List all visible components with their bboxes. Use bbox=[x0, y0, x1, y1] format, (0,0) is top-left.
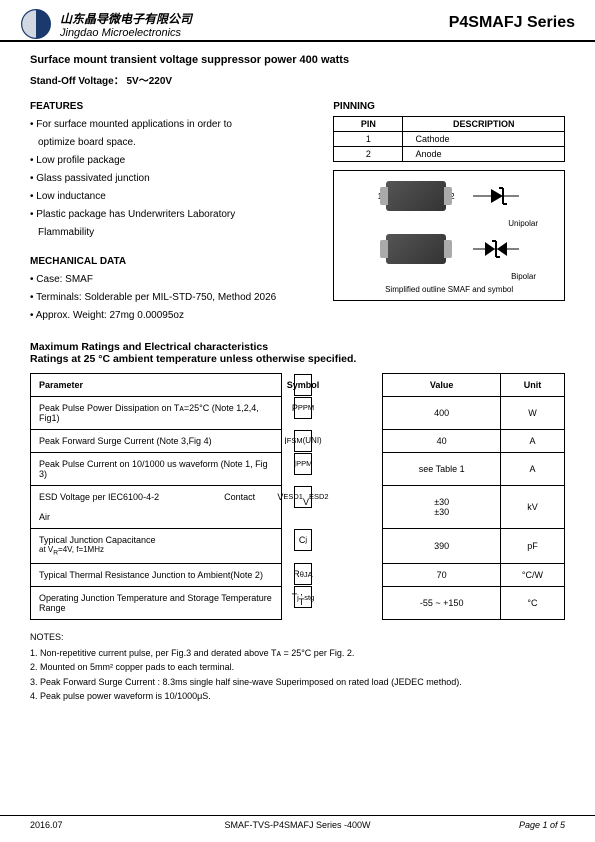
note-item: 4. Peak pulse power waveform is 10/1000μ… bbox=[30, 689, 565, 703]
company-block: 山东晶导微电子有限公司 Jingdao Microelectronics bbox=[60, 10, 449, 39]
company-name-en: Jingdao Microelectronics bbox=[60, 27, 449, 39]
col-value: Value bbox=[383, 374, 500, 397]
table-row: Peak Pulse Current on 10/1000 us wavefor… bbox=[31, 453, 565, 486]
company-name-cn: 山东晶导微电子有限公司 bbox=[60, 10, 449, 27]
pinning-col-desc: DESCRIPTION bbox=[403, 117, 565, 132]
mechanical-heading: MECHANICAL DATA bbox=[30, 256, 313, 267]
note-item: 2. Mounted on 5mm² copper pads to each t… bbox=[30, 660, 565, 674]
ratings-heading2: Ratings at 25 °C ambient temperature unl… bbox=[30, 353, 565, 365]
notes-heading: NOTES: bbox=[30, 630, 565, 644]
list-item: Low inductance bbox=[30, 188, 313, 206]
features-heading: FEATURES bbox=[30, 101, 313, 112]
diagram-caption: Simplified outline SMAF and symbol bbox=[342, 285, 556, 294]
ratings-heading1: Maximum Ratings and Electrical character… bbox=[30, 341, 565, 353]
pinning-heading: PINNING bbox=[333, 101, 565, 112]
product-series: P4SMAFJ Series bbox=[449, 14, 575, 34]
list-item: Approx. Weight: 27mg 0.00095oz bbox=[30, 307, 313, 325]
subtitle: Stand-Off Voltage： 5V～220V bbox=[30, 72, 565, 87]
list-item: Low profile package bbox=[30, 152, 313, 170]
table-row: Operating Junction Temperature and Stora… bbox=[31, 586, 565, 619]
table-row: Typical Thermal Resistance Junction to A… bbox=[31, 563, 565, 586]
notes-section: NOTES: 1. Non-repetitive current pulse, … bbox=[30, 630, 565, 704]
col-symbol: Symbol bbox=[294, 374, 312, 396]
table-row: 1 Cathode bbox=[334, 132, 565, 147]
table-row: Typical Junction Capacitanceat VR=4V, f=… bbox=[31, 529, 565, 564]
mechanical-list: Case: SMAFTerminals: Solderable per MIL-… bbox=[30, 271, 313, 325]
list-item: Plastic package has Underwriters Laborat… bbox=[30, 206, 313, 224]
list-item: Terminals: Solderable per MIL-STD-750, M… bbox=[30, 289, 313, 307]
table-row: ESD Voltage per IEC6100-4-2 Contact Air … bbox=[31, 486, 565, 529]
pinning-col-pin: PIN bbox=[334, 117, 403, 132]
smaf-package-icon bbox=[386, 234, 446, 264]
ratings-table: Parameter Symbol Value Unit Peak Pulse P… bbox=[30, 373, 565, 620]
table-row: 2 Anode bbox=[334, 147, 565, 162]
document-header: 山东晶导微电子有限公司 Jingdao Microelectronics P4S… bbox=[0, 0, 595, 42]
unipolar-label: Unipolar bbox=[342, 219, 556, 228]
bipolar-symbol-icon bbox=[471, 238, 521, 260]
footer-date: 2016.07 bbox=[30, 820, 63, 830]
footer-center: SMAF-TVS-P4SMAFJ Series -400W bbox=[224, 820, 370, 830]
note-item: 3. Peak Forward Surge Current : 8.3ms si… bbox=[30, 675, 565, 689]
list-item: Flammability bbox=[30, 224, 313, 242]
list-item: For surface mounted applications in orde… bbox=[30, 116, 313, 134]
main-title: Surface mount transient voltage suppress… bbox=[30, 54, 565, 66]
note-item: 1. Non-repetitive current pulse, per Fig… bbox=[30, 646, 565, 660]
document-footer: 2016.07 SMAF-TVS-P4SMAFJ Series -400W Pa… bbox=[0, 815, 595, 830]
bipolar-label: Bipolar bbox=[342, 272, 556, 281]
table-row: Peak Forward Surge Current (Note 3,Fig 4… bbox=[31, 430, 565, 453]
col-parameter: Parameter bbox=[31, 374, 282, 397]
features-list: For surface mounted applications in orde… bbox=[30, 116, 313, 242]
unipolar-symbol-icon bbox=[471, 185, 521, 207]
package-diagram: 1 2 Unipolar 1 2 bbox=[333, 170, 565, 301]
list-item: optimize board space. bbox=[30, 134, 313, 152]
pinning-table: PIN DESCRIPTION 1 Cathode 2 Anode bbox=[333, 116, 565, 162]
col-unit: Unit bbox=[500, 374, 564, 397]
smaf-package-icon bbox=[386, 181, 446, 211]
footer-page: Page 1 of 5 bbox=[519, 820, 565, 830]
list-item: Glass passivated junction bbox=[30, 170, 313, 188]
company-logo-icon bbox=[20, 8, 52, 40]
list-item: Case: SMAF bbox=[30, 271, 313, 289]
table-row: Peak Pulse Power Dissipation on Tᴀ=25°C … bbox=[31, 397, 565, 430]
